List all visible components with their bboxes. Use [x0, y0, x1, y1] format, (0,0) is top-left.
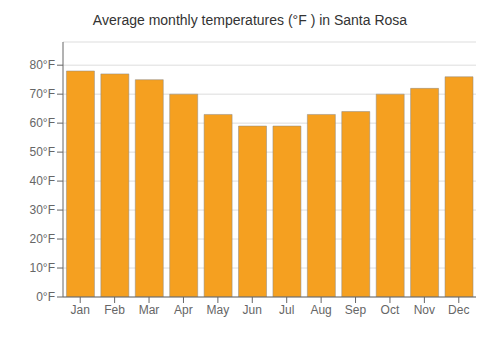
svg-text:Jan: Jan	[71, 303, 90, 317]
svg-text:Dec: Dec	[448, 303, 469, 317]
svg-text:70°F: 70°F	[30, 87, 55, 101]
svg-text:Feb: Feb	[104, 303, 125, 317]
svg-text:60°F: 60°F	[30, 116, 55, 130]
svg-text:May: May	[207, 303, 230, 317]
svg-text:Apr: Apr	[174, 303, 193, 317]
svg-text:Aug: Aug	[310, 303, 331, 317]
svg-text:50°F: 50°F	[30, 145, 55, 159]
svg-text:30°F: 30°F	[30, 203, 55, 217]
svg-text:80°F: 80°F	[30, 58, 55, 72]
svg-text:0°F: 0°F	[36, 290, 55, 304]
svg-text:Sep: Sep	[345, 303, 367, 317]
svg-text:Mar: Mar	[139, 303, 160, 317]
svg-text:10°F: 10°F	[30, 261, 55, 275]
svg-text:40°F: 40°F	[30, 174, 55, 188]
html-text:Average monthly temperatures (: Average monthly temperatures (°F ) in Sa…	[92, 12, 408, 28]
svg-text:Jul: Jul	[279, 303, 294, 317]
svg-text:Jun: Jun	[243, 303, 262, 317]
svg-text:Nov: Nov	[414, 303, 435, 317]
svg-text:20°F: 20°F	[30, 232, 55, 246]
svg-text:Oct: Oct	[381, 303, 400, 317]
